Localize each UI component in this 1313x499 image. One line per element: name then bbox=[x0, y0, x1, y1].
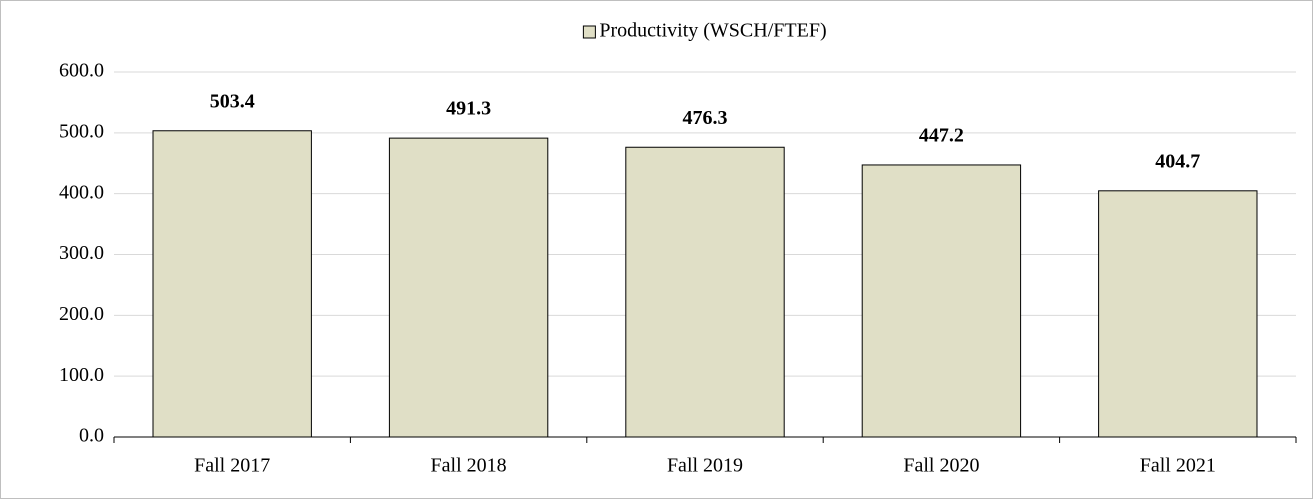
x-tick-label: Fall 2018 bbox=[431, 455, 507, 477]
y-tick-label: 200.0 bbox=[59, 303, 104, 325]
bar bbox=[861, 164, 1022, 438]
data-label: 503.4 bbox=[210, 90, 255, 112]
data-label: 476.3 bbox=[683, 107, 728, 129]
legend-swatch bbox=[582, 25, 596, 39]
bar bbox=[1098, 190, 1258, 438]
data-label: 447.2 bbox=[919, 125, 964, 147]
y-tick-label: 0.0 bbox=[79, 425, 104, 447]
data-label: 404.7 bbox=[1155, 150, 1200, 172]
y-tick-label: 600.0 bbox=[59, 60, 104, 82]
data-label: 491.3 bbox=[446, 98, 491, 120]
x-tick-label: Fall 2019 bbox=[667, 455, 743, 477]
bar bbox=[152, 130, 312, 438]
x-tick-label: Fall 2017 bbox=[194, 455, 270, 477]
bar bbox=[388, 137, 549, 438]
x-tick-label: Fall 2021 bbox=[1140, 455, 1216, 477]
y-tick-label: 400.0 bbox=[59, 181, 104, 203]
y-tick-label: 100.0 bbox=[59, 364, 104, 386]
legend-label: Productivity (WSCH/FTEF) bbox=[599, 20, 826, 42]
bar bbox=[625, 146, 785, 438]
y-tick-label: 300.0 bbox=[59, 242, 104, 264]
y-tick-label: 500.0 bbox=[59, 120, 104, 142]
x-tick-label: Fall 2020 bbox=[903, 455, 979, 477]
